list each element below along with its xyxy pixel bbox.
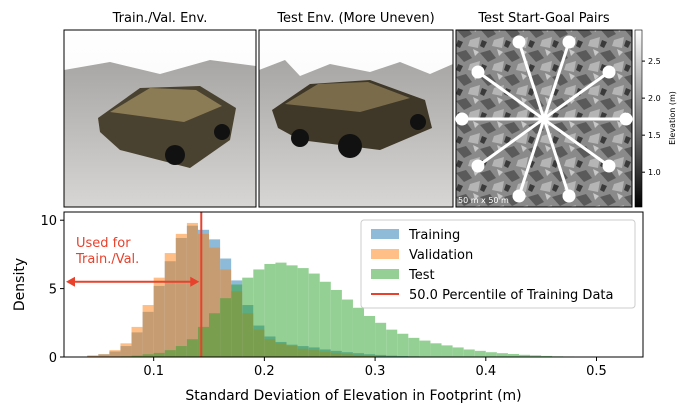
- histogram-bar: [109, 350, 120, 357]
- histogram-bar: [220, 298, 231, 357]
- histogram-bar: [132, 327, 143, 357]
- histogram-bar: [120, 343, 131, 357]
- histogram-bar: [187, 223, 198, 357]
- colorbar-tick-label: 2.5: [648, 57, 661, 66]
- histogram-bar: [408, 338, 419, 357]
- colorbar-label: Elevation (m): [668, 91, 677, 145]
- histogram-bar: [486, 352, 497, 357]
- histogram-bar: [453, 347, 464, 357]
- histogram-bar: [386, 330, 397, 357]
- histogram-bar: [176, 346, 187, 357]
- legend-label: 50.0 Percentile of Training Data: [409, 288, 613, 303]
- histogram-bar: [154, 353, 165, 357]
- colorbar-tick-label: 1.0: [648, 168, 661, 177]
- scale-label: 50 m x 50 m: [458, 196, 509, 205]
- histogram-bar: [497, 353, 508, 357]
- histogram-bar: [353, 308, 364, 357]
- histogram-bar: [397, 334, 408, 357]
- histogram-bar: [143, 305, 154, 357]
- histogram-bar: [165, 350, 176, 357]
- y-tick-label: 0: [49, 351, 57, 366]
- histogram-bar: [309, 274, 320, 357]
- legend-label: Training: [408, 228, 460, 243]
- histogram-bar: [375, 323, 386, 357]
- histogram-bar: [187, 339, 198, 357]
- arrow-head: [66, 277, 75, 287]
- histogram-bar: [342, 300, 353, 357]
- annotation-text: Train./Val.: [75, 252, 139, 267]
- histogram-bar: [154, 278, 165, 357]
- x-tick-label: 0.5: [586, 364, 607, 379]
- legend-label: Validation: [409, 248, 473, 263]
- x-tick-label: 0.2: [254, 364, 275, 379]
- histogram-bar: [209, 313, 220, 357]
- y-axis-label: Density: [12, 258, 28, 311]
- legend-swatch: [371, 269, 399, 279]
- figure: 50 m x 50 m Train./Val. Env. Test Env. (…: [0, 0, 689, 405]
- y-tick-label: 5: [49, 283, 57, 298]
- histogram-bar: [464, 349, 475, 357]
- test-env-image: [259, 30, 453, 207]
- page: {"panels": {"titles": ["Train./Val. Env.…: [0, 0, 689, 409]
- histogram-bar: [176, 234, 187, 357]
- histogram-bar: [442, 345, 453, 357]
- colorbar-tick-label: 2.0: [648, 94, 661, 103]
- histogram-bar: [198, 327, 209, 357]
- histogram-bar: [320, 282, 331, 357]
- colorbar: [635, 30, 642, 207]
- colorbar-tick-label: 1.5: [648, 131, 661, 140]
- histogram-bar: [475, 351, 486, 357]
- x-tick-label: 0.1: [143, 364, 164, 379]
- x-tick-label: 0.3: [365, 364, 386, 379]
- start-goal-map: 50 m x 50 m: [456, 30, 632, 207]
- histogram-bar: [287, 265, 298, 357]
- legend-swatch: [371, 249, 399, 259]
- histogram-bar: [275, 263, 286, 357]
- histogram-bar: [242, 278, 253, 357]
- histogram-bar: [264, 264, 275, 357]
- histogram-bar: [430, 343, 441, 357]
- x-axis-label: Standard Deviation of Elevation in Footp…: [185, 388, 521, 404]
- legend-swatch: [371, 229, 399, 239]
- histogram-bar: [419, 341, 430, 357]
- y-tick-label: 10: [40, 214, 57, 229]
- annotation-text: Used for: [76, 236, 131, 251]
- histogram-bar: [165, 253, 176, 357]
- panel-title: Test Start-Goal Pairs: [477, 11, 610, 26]
- histogram-bar: [364, 316, 375, 357]
- histogram-bar: [253, 269, 264, 357]
- histogram-bar: [231, 285, 242, 358]
- train-env-image: [64, 30, 256, 207]
- x-tick-label: 0.4: [475, 364, 496, 379]
- panel-title: Train./Val. Env.: [112, 11, 208, 26]
- histogram-bar: [331, 290, 342, 357]
- panel-title: Test Env. (More Uneven): [276, 11, 434, 26]
- legend-label: Test: [408, 268, 435, 283]
- histogram-bar: [298, 268, 309, 357]
